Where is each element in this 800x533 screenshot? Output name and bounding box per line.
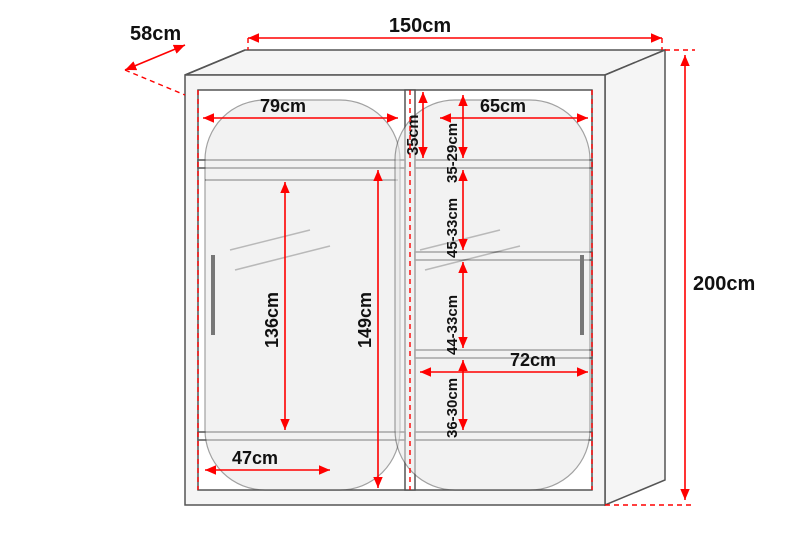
dim-width-label: 150cm <box>389 15 451 37</box>
dim-top-gap-label: 35cm <box>405 115 422 156</box>
cabinet-top <box>185 50 665 75</box>
cabinet-side <box>605 50 665 505</box>
dim-depth: 58cm <box>125 23 185 95</box>
dim-shelf-depth-label: 72cm <box>510 350 556 370</box>
dim-bottom-depth-label: 47cm <box>232 448 278 468</box>
sliding-door-right <box>395 100 590 490</box>
dim-inner-height-label: 149cm <box>355 292 375 348</box>
dim-shelf-1-label: 35-29cm <box>444 123 461 183</box>
wardrobe-dimension-diagram: 58cm 150cm 200cm 79cm 65cm 35cm 136cm 14… <box>0 0 800 533</box>
dim-depth-label: 58cm <box>130 23 181 45</box>
dim-shelf-2-label: 45-33cm <box>444 198 461 258</box>
dim-shelf-3-label: 44-33cm <box>444 295 461 355</box>
dim-width: 150cm <box>248 15 662 50</box>
dim-shelf-4-label: 36-30cm <box>444 378 461 438</box>
dim-hanging-label: 136cm <box>262 292 282 348</box>
dim-height-label: 200cm <box>693 273 755 295</box>
dim-right-width-label: 65cm <box>480 96 526 116</box>
dim-left-width-label: 79cm <box>260 96 306 116</box>
